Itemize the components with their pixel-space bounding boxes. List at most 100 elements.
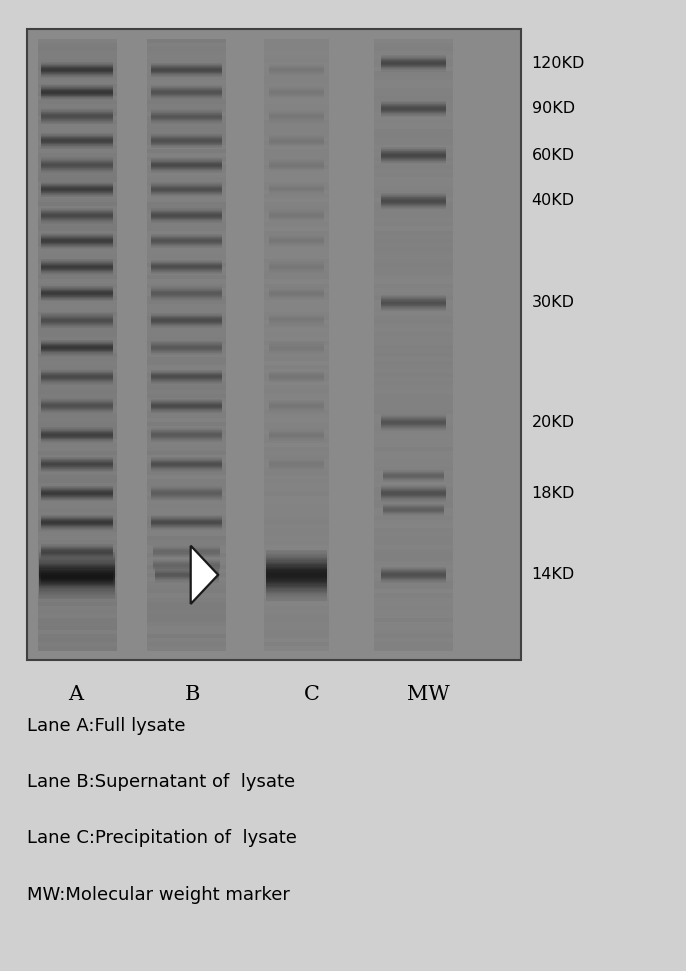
Bar — [38, 582, 117, 586]
Text: A: A — [68, 685, 83, 704]
Bar — [38, 414, 117, 419]
Bar — [147, 439, 226, 443]
Bar — [147, 545, 226, 549]
Bar — [264, 255, 329, 259]
Bar — [374, 178, 453, 182]
Bar — [147, 59, 226, 63]
Bar — [147, 194, 226, 198]
Bar — [38, 137, 117, 141]
Bar — [264, 104, 329, 108]
Bar — [147, 532, 226, 536]
Bar — [264, 618, 329, 622]
Bar — [264, 194, 329, 198]
Bar — [38, 247, 117, 251]
Bar — [266, 554, 327, 555]
Bar — [39, 577, 115, 578]
Bar — [147, 541, 226, 545]
Bar — [374, 586, 453, 589]
Bar — [38, 378, 117, 382]
Bar — [264, 454, 329, 459]
Bar — [147, 528, 226, 532]
Bar — [39, 559, 115, 560]
Text: 20KD: 20KD — [532, 415, 575, 430]
Bar — [38, 198, 117, 202]
Bar — [38, 610, 117, 614]
Bar — [147, 422, 226, 426]
Bar — [374, 300, 453, 304]
Bar — [264, 141, 329, 145]
Bar — [39, 585, 115, 586]
Bar — [38, 389, 117, 393]
Bar — [147, 447, 226, 451]
Bar — [374, 524, 453, 528]
Bar — [264, 573, 329, 577]
Bar — [374, 55, 453, 59]
Bar — [264, 475, 329, 480]
Bar — [374, 324, 453, 328]
Bar — [374, 545, 453, 549]
Bar — [38, 104, 117, 108]
Bar — [374, 320, 453, 324]
Bar — [266, 570, 327, 572]
Bar — [38, 439, 117, 443]
Bar — [374, 361, 453, 365]
Bar — [374, 304, 453, 308]
Bar — [38, 215, 117, 218]
Bar — [38, 369, 117, 373]
Bar — [147, 324, 226, 328]
Bar — [374, 565, 453, 569]
Bar — [38, 312, 117, 317]
Bar — [39, 593, 115, 594]
Bar — [266, 552, 327, 554]
Bar — [266, 598, 327, 599]
Bar — [264, 51, 329, 55]
Bar — [38, 280, 117, 284]
Bar — [38, 622, 117, 626]
Bar — [147, 189, 226, 194]
Bar — [266, 581, 327, 582]
Bar — [39, 561, 115, 562]
Bar — [147, 320, 226, 324]
Bar — [38, 393, 117, 398]
Bar — [38, 504, 117, 508]
Text: B: B — [185, 685, 200, 704]
Bar — [264, 487, 329, 491]
Bar — [147, 317, 226, 320]
Bar — [38, 459, 117, 463]
Bar — [38, 373, 117, 378]
Bar — [264, 320, 329, 324]
Bar — [38, 235, 117, 239]
Bar — [264, 524, 329, 528]
Bar — [38, 128, 117, 133]
Bar — [147, 215, 226, 218]
Bar — [264, 87, 329, 92]
Bar — [38, 133, 117, 137]
Bar — [147, 349, 226, 352]
Bar — [39, 591, 115, 593]
Bar — [147, 602, 226, 606]
Bar — [38, 626, 117, 630]
Bar — [374, 430, 453, 434]
Bar — [38, 165, 117, 169]
Bar — [147, 174, 226, 178]
Bar — [38, 454, 117, 459]
Bar — [38, 545, 117, 549]
Bar — [264, 536, 329, 541]
Bar — [38, 87, 117, 92]
Bar — [147, 378, 226, 382]
Bar — [38, 124, 117, 128]
Bar — [147, 202, 226, 206]
Bar — [264, 145, 329, 149]
Bar — [374, 618, 453, 622]
Bar — [264, 385, 329, 389]
Bar — [39, 580, 115, 582]
Bar — [264, 508, 329, 512]
Bar — [374, 337, 453, 341]
Bar — [38, 447, 117, 451]
Bar — [264, 72, 329, 76]
Bar — [374, 92, 453, 96]
Bar — [374, 516, 453, 520]
Bar — [147, 610, 226, 614]
Bar — [374, 226, 453, 230]
Bar — [264, 504, 329, 508]
